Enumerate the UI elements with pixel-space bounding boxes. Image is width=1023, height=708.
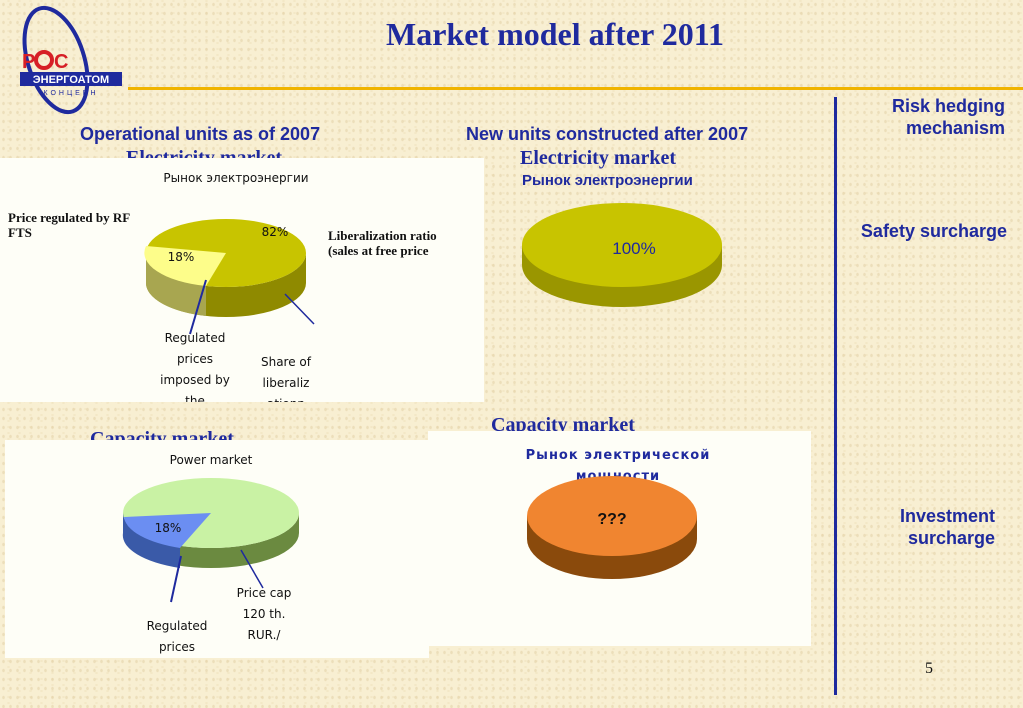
company-logo: Р С ЭНЕРГОАТОМ КОНЦЕРН — [20, 5, 122, 115]
left-electricity-chart-panel: Рынок электроэнергии Price regulated by … — [0, 158, 484, 402]
label-regulated-prices: Regulated prices — [146, 619, 208, 654]
logo-o-mark — [34, 50, 54, 70]
header-divider — [128, 87, 1023, 90]
pie-label-18: 18% — [155, 521, 182, 535]
svg-text:С: С — [54, 51, 68, 73]
pie-slice-regulated — [144, 246, 226, 286]
pie-slice-100 — [522, 203, 722, 287]
middle-capacity-chart-panel: Рынок электрической мощности ??? — [428, 431, 811, 646]
pie-label-82: 82% — [262, 225, 289, 239]
left-capacity-chart-panel: Power market 18% Regulated prices Price … — [5, 440, 429, 658]
page-number: 5 — [925, 660, 933, 677]
left-electricity-pie: 82% 18% — [144, 219, 315, 335]
logo-ros-text: Р — [22, 51, 35, 73]
logo-wordmark: ЭНЕРГОАТОМ — [33, 74, 109, 86]
middle-electricity-market-title: Electricity market — [520, 147, 677, 169]
label-share-of-liberalization: Share of liberaliz ationn — [260, 355, 311, 402]
logo-subtext: КОНЦЕРН — [43, 90, 98, 97]
operational-units-heading: Operational units as of 2007 — [80, 124, 321, 144]
pie-slice-unknown — [527, 476, 697, 556]
power-market-chart-title: Power market — [169, 453, 253, 467]
left-electricity-chart-title: Рынок электроэнергии — [163, 171, 309, 185]
new-units-heading: New units constructed after 2007 — [466, 124, 749, 144]
left-capacity-pie: 18% — [122, 478, 299, 603]
note-liberalization-ratio: Liberalization ratio (sales at free pric… — [328, 228, 437, 258]
note-price-regulated: Price regulated by RF FTS — [8, 210, 130, 240]
callout-line-cap — [240, 549, 264, 589]
pie-label-18: 18% — [168, 250, 195, 264]
middle-electricity-subtitle: Рынок электроэнергии — [522, 172, 693, 189]
page-title: Market model after 2011 — [386, 16, 724, 52]
risk-hedging-label: Risk hedging mechanism — [891, 96, 1005, 138]
capacity-unknown-label: ??? — [597, 511, 627, 528]
callout-line-regulated — [189, 279, 207, 335]
investment-surcharge-label: Investment surcharge — [899, 506, 995, 548]
callout-line-share — [284, 293, 315, 325]
label-regulated-prices-imposed: Regulated prices imposed by the — [160, 331, 230, 402]
column-divider — [834, 97, 837, 695]
middle-capacity-pie — [527, 476, 697, 579]
label-price-cap: Price cap 120 th. RUR./ — [236, 586, 292, 642]
pie-slice-regulated — [124, 513, 211, 548]
callout-line-regulated — [170, 555, 182, 603]
safety-surcharge-label: Safety surcharge — [860, 221, 1007, 241]
middle-electricity-pie: 100% — [522, 203, 722, 307]
pie-label-100: 100% — [612, 239, 655, 258]
middle-capacity-market-title: Capacity market — [491, 414, 635, 436]
